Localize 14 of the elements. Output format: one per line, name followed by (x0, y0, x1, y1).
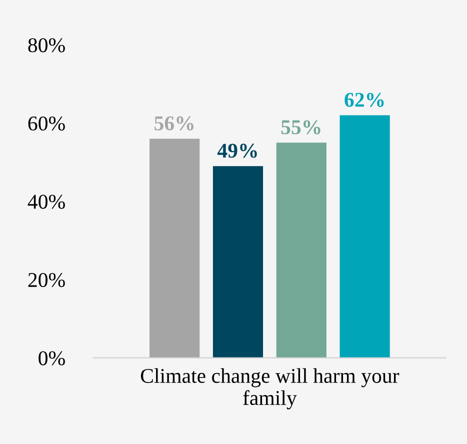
bar (340, 115, 390, 358)
data-label: 55% (281, 120, 320, 134)
x-axis-title: Climate change will harm your family (140, 368, 400, 410)
y-tick-label: 80% (28, 38, 65, 52)
y-tick-label: 20% (28, 272, 65, 288)
y-tick-label: 0% (38, 351, 65, 366)
data-label: 49% (217, 144, 257, 158)
bar (212, 166, 264, 358)
bar (150, 138, 200, 358)
bar (276, 142, 326, 358)
data-label: 56% (154, 116, 194, 130)
data-label: 62% (344, 92, 384, 107)
y-tick-label: 40% (28, 194, 65, 209)
y-tick-label: 60% (28, 116, 65, 131)
